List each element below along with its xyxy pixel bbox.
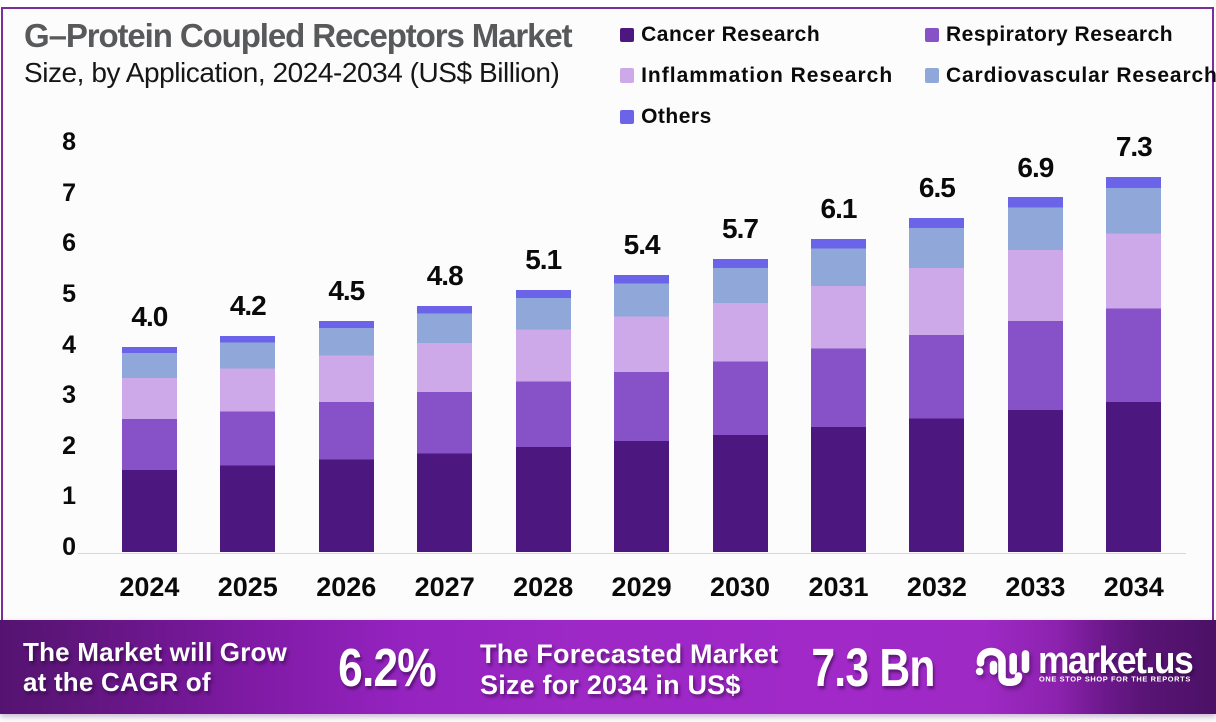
svg-text:market.us: market.us xyxy=(1038,639,1192,681)
svg-text:ONE STOP SHOP FOR THE REPORTS: ONE STOP SHOP FOR THE REPORTS xyxy=(1039,675,1191,684)
